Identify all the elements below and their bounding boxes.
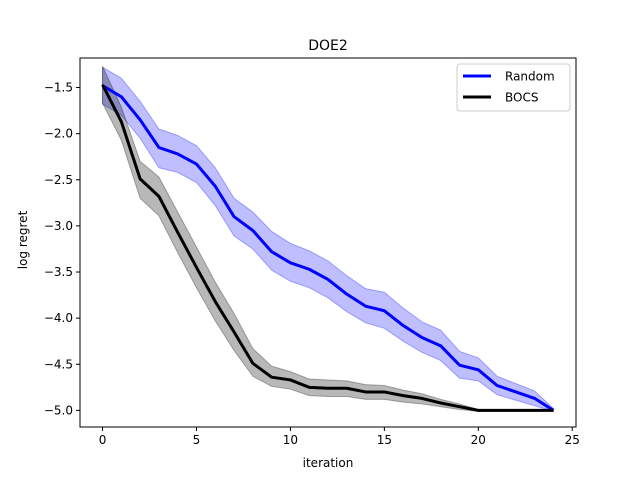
x-axis-ticks: 0 5 10 15 20 25 — [99, 427, 580, 447]
line-random — [101, 84, 555, 412]
y-tick-label: −2.5 — [44, 173, 73, 187]
line-bocs — [101, 84, 554, 412]
band-random — [102, 66, 554, 412]
legend: Random BOCS — [456, 63, 571, 112]
x-tick-label: 15 — [377, 433, 392, 447]
confidence-bands — [102, 66, 554, 412]
series-lines — [101, 84, 555, 412]
band-bocs — [102, 66, 554, 412]
y-tick-label: −4.5 — [44, 357, 73, 371]
y-tick-label: −5.0 — [44, 403, 73, 417]
y-tick-label: −3.5 — [44, 265, 73, 279]
x-tick-label: 10 — [283, 433, 298, 447]
y-axis-label: log regret — [16, 210, 30, 269]
x-tick-label: 0 — [99, 433, 107, 447]
x-tick-label: 25 — [565, 433, 580, 447]
x-tick-label: 20 — [471, 433, 486, 447]
y-tick-label: −1.5 — [44, 81, 73, 95]
y-tick-label: −3.0 — [44, 219, 73, 233]
legend-label-random: Random — [505, 70, 555, 84]
y-tick-label: −4.0 — [44, 311, 73, 325]
y-axis-ticks: −1.5 −2.0 −2.5 −3.0 −3.5 −4.0 −4.5 −5.0 — [44, 81, 80, 417]
axes-frame — [79, 57, 577, 428]
chart-title: DOE2 — [308, 38, 348, 54]
x-tick-label: 5 — [193, 433, 201, 447]
y-tick-label: −2.0 — [44, 127, 73, 141]
x-axis-label: iteration — [303, 456, 354, 470]
legend-label-bocs: BOCS — [505, 91, 538, 105]
